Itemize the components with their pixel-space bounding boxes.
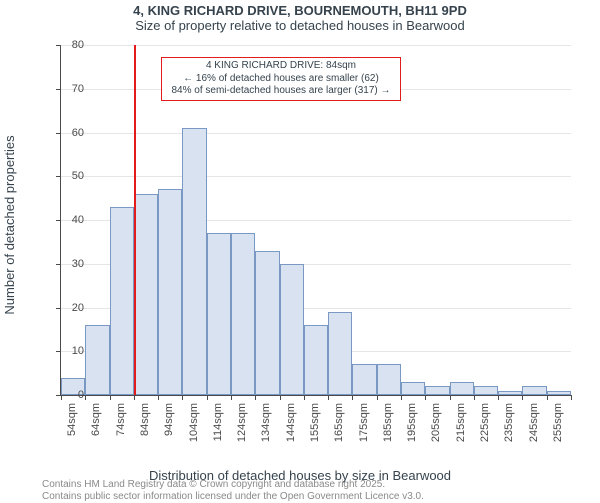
bar — [110, 207, 134, 395]
x-tick-label: 104sqm — [188, 403, 200, 442]
bar — [328, 312, 352, 395]
x-tick-label: 155sqm — [309, 403, 321, 442]
x-tick — [474, 395, 475, 400]
footer-line-2: Contains public sector information licen… — [42, 491, 424, 503]
y-tick — [56, 220, 61, 221]
x-tick — [425, 395, 426, 400]
y-tick-label: 60 — [72, 127, 84, 139]
x-tick — [304, 395, 305, 400]
y-tick-label: 30 — [72, 258, 84, 270]
x-tick-label: 54sqm — [66, 403, 78, 436]
gridline — [61, 133, 571, 134]
bar — [450, 382, 474, 395]
x-tick — [158, 395, 159, 400]
x-tick-label: 64sqm — [90, 403, 102, 436]
y-tick-label: 70 — [72, 83, 84, 95]
y-tick — [56, 133, 61, 134]
x-tick-label: 124sqm — [236, 403, 248, 442]
y-tick-label: 50 — [72, 170, 84, 182]
bar — [377, 364, 401, 395]
x-tick — [85, 395, 86, 400]
y-axis-label: Number of detached properties — [2, 135, 17, 314]
x-tick-label: 144sqm — [285, 403, 297, 442]
annotation-box: 4 KING RICHARD DRIVE: 84sqm← 16% of deta… — [161, 57, 401, 101]
marker-line — [134, 45, 136, 395]
x-tick-label: 134sqm — [260, 403, 272, 442]
x-tick — [134, 395, 135, 400]
x-tick-label: 74sqm — [115, 403, 127, 436]
x-tick — [352, 395, 353, 400]
bar — [85, 325, 109, 395]
x-tick-label: 195sqm — [406, 403, 418, 442]
y-tick-label: 40 — [72, 214, 84, 226]
y-tick — [56, 264, 61, 265]
x-tick-label: 84sqm — [139, 403, 151, 436]
x-tick — [498, 395, 499, 400]
x-tick — [450, 395, 451, 400]
x-tick-label: 245sqm — [528, 403, 540, 442]
bar — [255, 251, 279, 395]
bar — [401, 382, 425, 395]
gridline — [61, 176, 571, 177]
x-tick-label: 114sqm — [212, 403, 224, 441]
x-tick — [571, 395, 572, 400]
chart-wrap: Number of detached properties 4 KING RIC… — [0, 35, 600, 427]
annotation-line-1: 4 KING RICHARD DRIVE: 84sqm — [166, 60, 396, 73]
bar — [207, 233, 231, 395]
plot-area: 4 KING RICHARD DRIVE: 84sqm← 16% of deta… — [60, 45, 571, 396]
y-tick — [56, 176, 61, 177]
bar — [231, 233, 255, 395]
x-tick-label: 205sqm — [430, 403, 442, 442]
y-tick-label: 0 — [78, 389, 84, 401]
bar — [522, 386, 546, 395]
y-tick-label: 20 — [72, 302, 84, 314]
x-tick — [231, 395, 232, 400]
bar — [352, 364, 376, 395]
x-tick-label: 215sqm — [455, 403, 467, 442]
x-tick — [207, 395, 208, 400]
x-tick — [328, 395, 329, 400]
bar — [304, 325, 328, 395]
x-tick — [401, 395, 402, 400]
x-tick-label: 235sqm — [503, 403, 515, 442]
x-tick-label: 225sqm — [479, 403, 491, 442]
y-tick — [56, 45, 61, 46]
x-tick — [182, 395, 183, 400]
footer-text: Contains HM Land Registry data © Crown c… — [42, 479, 424, 503]
bar — [425, 386, 449, 395]
annotation-line-2: ← 16% of detached houses are smaller (62… — [166, 73, 396, 86]
x-tick-label: 175sqm — [358, 403, 370, 442]
bar — [280, 264, 304, 395]
x-tick-label: 165sqm — [333, 403, 345, 442]
annotation-line-3: 84% of semi-detached houses are larger (… — [166, 85, 396, 98]
bar — [134, 194, 158, 395]
y-tick-label: 80 — [72, 39, 84, 51]
y-tick — [56, 89, 61, 90]
x-tick-label: 185sqm — [382, 403, 394, 442]
x-tick — [522, 395, 523, 400]
x-tick-label: 94sqm — [163, 403, 175, 436]
y-tick — [56, 351, 61, 352]
gridline — [61, 45, 571, 46]
bar — [474, 386, 498, 395]
x-tick — [255, 395, 256, 400]
footer-line-1: Contains HM Land Registry data © Crown c… — [42, 479, 424, 491]
chart-title-main: 4, KING RICHARD DRIVE, BOURNEMOUTH, BH11… — [0, 3, 600, 18]
chart-title-sub: Size of property relative to detached ho… — [0, 18, 600, 33]
x-tick — [61, 395, 62, 400]
y-tick-label: 10 — [72, 345, 84, 357]
y-tick — [56, 308, 61, 309]
x-tick — [110, 395, 111, 400]
x-tick — [547, 395, 548, 400]
bar — [498, 391, 522, 395]
bar — [547, 391, 571, 395]
bar — [158, 189, 182, 395]
x-tick — [280, 395, 281, 400]
x-tick-label: 255sqm — [552, 403, 564, 442]
x-tick — [377, 395, 378, 400]
bar — [182, 128, 206, 395]
